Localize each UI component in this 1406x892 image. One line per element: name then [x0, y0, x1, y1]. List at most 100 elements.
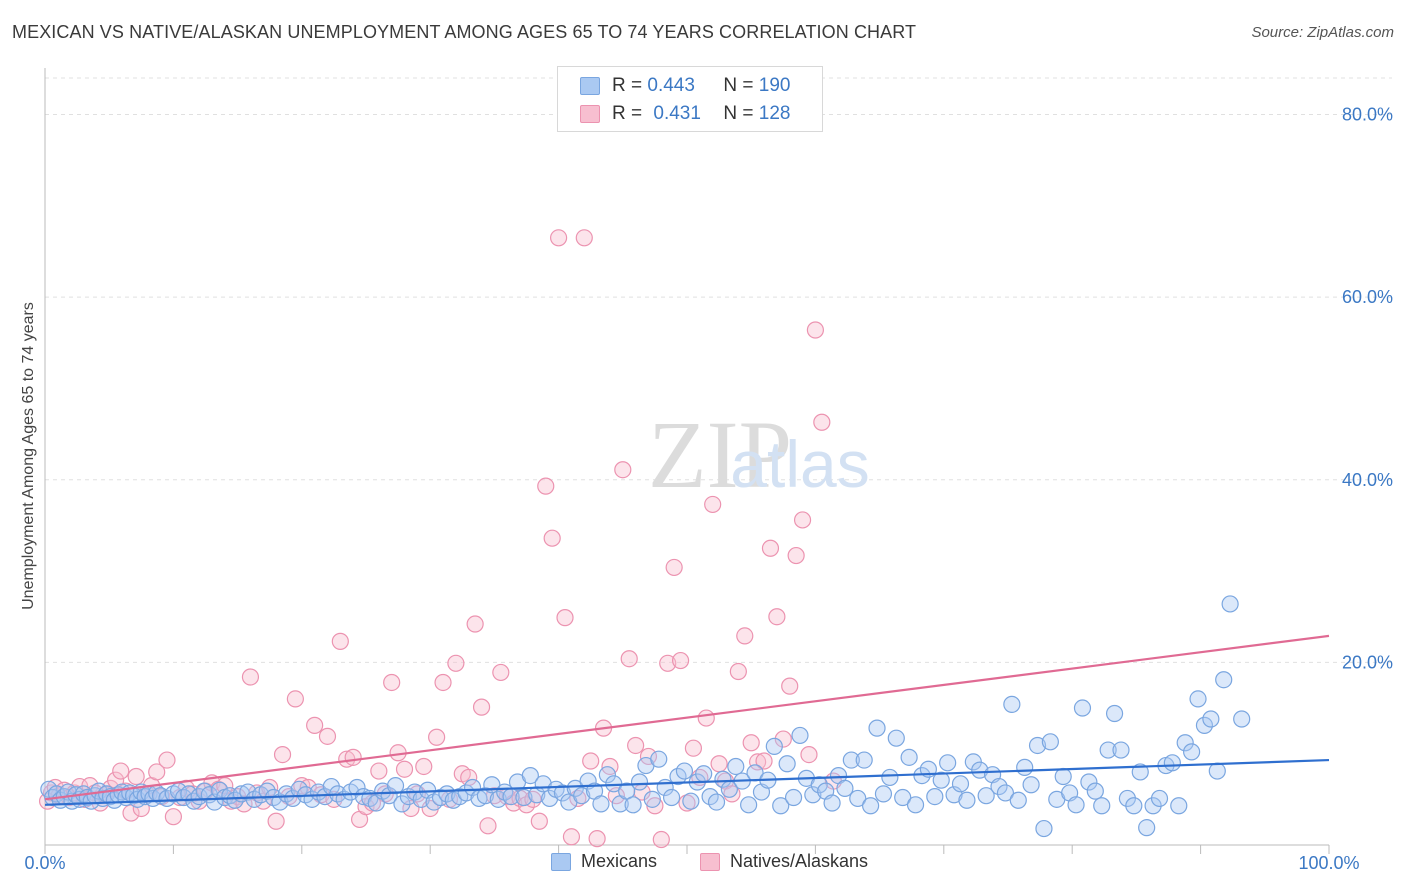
- mexicans-point: [515, 788, 533, 807]
- natives-point: [742, 734, 760, 752]
- mexicans-point: [1016, 758, 1034, 776]
- natives-point: [158, 751, 176, 769]
- natives-point: [582, 752, 600, 770]
- mexicans-point: [1176, 734, 1194, 752]
- mexicans-point: [1080, 773, 1098, 791]
- source-credit: Source: ZipAtlas.com: [1251, 24, 1394, 41]
- mexicans-point: [1022, 776, 1040, 794]
- natives-point: [710, 755, 728, 773]
- mexicans-point: [650, 750, 668, 768]
- natives-point: [127, 767, 145, 786]
- mexicans-point: [662, 788, 681, 807]
- natives-point: [306, 716, 324, 734]
- y-tick-label: 60.0%: [1342, 287, 1393, 307]
- natives-point: [704, 495, 722, 514]
- natives-point: [428, 728, 446, 746]
- mexicans-point: [804, 786, 822, 804]
- natives-point: [793, 511, 812, 529]
- mexicans-point: [906, 796, 925, 814]
- mexicans-point: [990, 777, 1008, 796]
- mexicans-point: [1099, 741, 1117, 759]
- natives-point: [774, 730, 792, 748]
- natives-point: [216, 777, 234, 795]
- mexicans-point: [939, 754, 957, 772]
- natives-point: [575, 229, 593, 247]
- mexicans-point: [1003, 695, 1021, 713]
- natives-point: [492, 663, 510, 682]
- mexicans-point: [945, 786, 963, 804]
- y-tick-label: 20.0%: [1342, 652, 1393, 672]
- mexicans-point: [1208, 762, 1226, 780]
- mexicans-point: [226, 791, 244, 809]
- natives-point: [761, 539, 780, 557]
- mexicans-point: [1183, 743, 1201, 761]
- chart-title: MEXICAN VS NATIVE/ALASKAN UNEMPLOYMENT A…: [12, 22, 917, 42]
- mexicans-point: [1086, 782, 1104, 800]
- mexicans-point: [887, 729, 905, 747]
- natives-point: [479, 817, 497, 835]
- mexicans-point: [926, 788, 944, 806]
- natives-point: [768, 608, 786, 626]
- mexicans-point: [348, 778, 366, 797]
- natives-point: [447, 654, 465, 672]
- legend-item-mexicans[interactable]: Mexicans: [551, 851, 657, 872]
- natives-point: [620, 650, 638, 668]
- natives-point: [318, 727, 337, 745]
- natives-point: [395, 760, 414, 778]
- y-tick-label: 80.0%: [1342, 105, 1393, 125]
- mexicans-point: [1202, 710, 1220, 728]
- natives-point: [588, 830, 606, 848]
- legend-item-natives[interactable]: Natives/Alaskans: [700, 851, 868, 872]
- mexicans-point: [1215, 671, 1233, 689]
- mexicans-point: [862, 797, 880, 815]
- mexicans-point: [386, 777, 405, 795]
- natives-point: [659, 654, 677, 672]
- mexicans-point: [894, 788, 912, 807]
- n-value: 128: [758, 103, 791, 124]
- mexicans-point: [675, 762, 694, 780]
- mexicans-point: [1067, 796, 1085, 814]
- mexicans-point: [727, 757, 745, 776]
- mexicans-point: [823, 794, 841, 812]
- x-tick-label-min: 0.0%: [24, 853, 65, 873]
- mexicans-point: [1009, 791, 1027, 809]
- mexicans-point: [868, 719, 886, 737]
- natives-point: [286, 690, 304, 708]
- natives-series-points: [38, 229, 842, 849]
- legend-label-natives: Natives/Alaskans: [730, 851, 869, 871]
- mexicans-point: [598, 766, 616, 784]
- mexicans-point: [1112, 741, 1130, 759]
- mexicans-point: [810, 776, 828, 794]
- legend-row-mexicans: R = 0.443 N = 190: [580, 74, 790, 98]
- natives-point: [415, 757, 433, 776]
- natives-point: [434, 673, 452, 692]
- mexicans-point: [791, 726, 809, 745]
- mexicans-point: [1150, 789, 1169, 808]
- natives-point: [466, 615, 484, 633]
- mexicans-point: [836, 779, 854, 797]
- mexicans-point: [284, 789, 302, 808]
- natives-point: [671, 651, 690, 670]
- natives-point: [530, 812, 548, 830]
- mexicans-point: [1054, 767, 1072, 786]
- natives-point: [472, 698, 491, 716]
- axes: [44, 68, 1330, 854]
- mexicans-point: [772, 797, 790, 815]
- natives-point: [543, 529, 561, 547]
- natives-point: [652, 830, 670, 849]
- mexicans-point: [1131, 763, 1149, 781]
- mexicans-point: [1138, 819, 1156, 837]
- natives-point: [370, 762, 388, 780]
- trend-lines: [44, 634, 1330, 806]
- natives-point: [787, 546, 805, 565]
- natives-point: [273, 746, 292, 764]
- watermark-atlas: atlas: [730, 427, 869, 501]
- natives-point: [331, 632, 349, 650]
- pink-swatch: [700, 852, 720, 871]
- mexicans-point: [958, 791, 976, 809]
- mexicans-point: [541, 789, 559, 808]
- mexicans-point: [900, 748, 918, 766]
- mexicans-point: [951, 775, 970, 793]
- n-value: 190: [758, 75, 791, 96]
- natives-point: [665, 558, 683, 577]
